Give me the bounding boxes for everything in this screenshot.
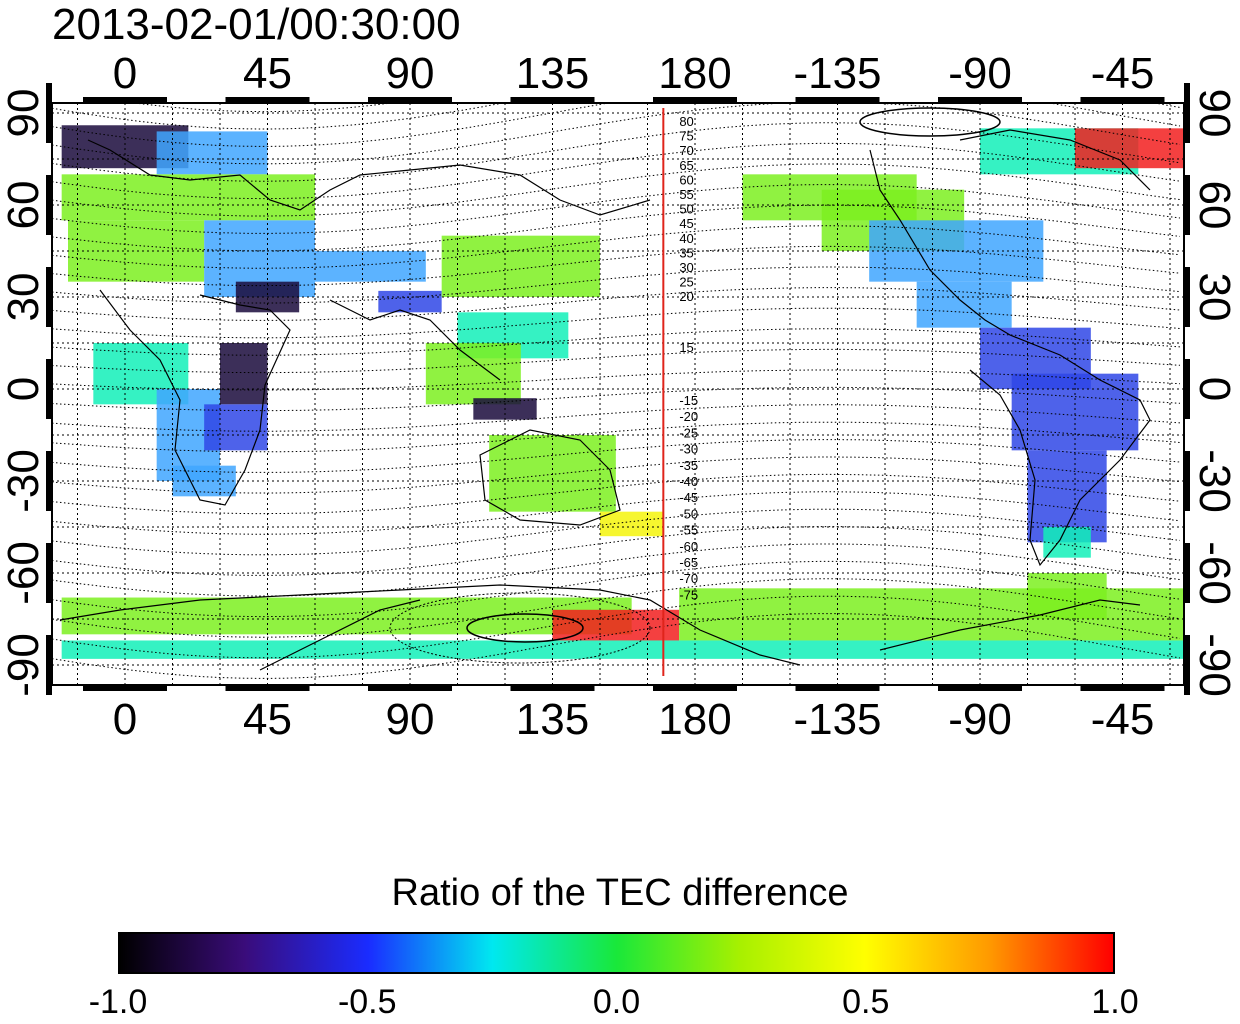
contour-label: -30 xyxy=(679,442,698,457)
coastlines xyxy=(59,129,1151,671)
contour-label: 20 xyxy=(679,289,693,304)
colorbar-tick-label: 1.0 xyxy=(1091,983,1139,1021)
tec-data-patch xyxy=(220,343,268,405)
coastline-path xyxy=(329,299,501,381)
tec-data-patch xyxy=(1011,373,1139,451)
coastline-path xyxy=(259,599,1141,671)
contour-label: 45 xyxy=(679,216,693,231)
coastline-path xyxy=(869,149,1151,567)
right-lat-tick-label: -60 xyxy=(1190,541,1239,605)
bottom-lon-tick-label: 45 xyxy=(243,695,292,744)
colorbar-tick-label: 0.5 xyxy=(842,983,890,1021)
contour-label: -25 xyxy=(679,425,698,440)
tec-data-patch xyxy=(600,511,664,537)
contour-label: 55 xyxy=(679,187,693,202)
contour-label: 65 xyxy=(679,158,693,173)
tec-data-patch xyxy=(61,174,315,221)
contour-label: -70 xyxy=(679,571,698,586)
contour-label: 35 xyxy=(679,245,693,260)
left-lat-tick-label: 60 xyxy=(0,181,48,230)
bottom-lon-tick-label: -90 xyxy=(948,695,1012,744)
top-lon-tick-label: 135 xyxy=(516,49,589,98)
tec-data-patch xyxy=(156,131,268,175)
contour-label: -15 xyxy=(679,393,698,408)
tec-data-patch xyxy=(1043,527,1091,558)
bottom-lon-tick-label: 0 xyxy=(113,695,137,744)
contour-label: -45 xyxy=(679,490,698,505)
bottom-lon-tick-label: 135 xyxy=(516,695,589,744)
left-lat-tick-label: 0 xyxy=(0,377,48,401)
colorbar-title: Ratio of the TEC difference xyxy=(391,872,849,914)
contour-label: -55 xyxy=(679,523,698,538)
contour-label: 80 xyxy=(679,114,693,129)
right-lat-tick-label: 0 xyxy=(1190,377,1239,401)
contour-label: -75 xyxy=(679,587,698,602)
contour-label: 75 xyxy=(679,129,693,144)
top-lon-tick-label: 180 xyxy=(658,49,731,98)
bottom-lon-tick-label: -135 xyxy=(793,695,881,744)
bottom-lon-tick-label: 180 xyxy=(658,695,731,744)
left-lat-tick-label: 90 xyxy=(0,89,48,138)
tec-data-patch xyxy=(1027,573,1107,619)
contour-label: -65 xyxy=(679,555,698,570)
colorbar-tick-label: -0.5 xyxy=(337,983,397,1021)
contour-label: -60 xyxy=(679,539,698,554)
axis-tick-labels: 0 45 90 135 180 -135 -90 -450 45 90 135 180 -135 -90-… xyxy=(0,49,1239,744)
tec-data-patch xyxy=(61,597,632,635)
bottom-lon-tick-label: -45 xyxy=(1091,695,1155,744)
tec-data-patch xyxy=(916,281,1012,328)
right-lat-tick-label: -90 xyxy=(1190,633,1239,697)
tec-data-patch xyxy=(679,588,1184,641)
contour-label: 40 xyxy=(679,231,693,246)
colorbar-tick-label: -1.0 xyxy=(88,983,148,1021)
right-lat-tick-label: 30 xyxy=(1190,273,1239,322)
contour-label: 25 xyxy=(679,275,693,290)
tec-data-patch xyxy=(441,235,600,297)
contour-label: -35 xyxy=(679,458,698,473)
contour-label: 60 xyxy=(679,172,693,187)
bottom-lon-tick-label: 90 xyxy=(386,695,435,744)
top-lon-tick-label: 0 xyxy=(113,49,137,98)
contour-label: 15 xyxy=(679,340,693,355)
tec-data-patch xyxy=(425,343,521,405)
tec-data-patch xyxy=(61,640,1184,659)
top-lon-tick-label: 45 xyxy=(243,49,292,98)
left-lat-tick-label: -60 xyxy=(0,541,48,605)
colorbar-tick-label: 0.0 xyxy=(592,983,641,1021)
coastline-path xyxy=(479,429,621,526)
right-lat-tick-label: 90 xyxy=(1190,89,1239,138)
contour-label: -20 xyxy=(679,409,698,424)
tec-data-patch xyxy=(315,251,426,282)
colorbar xyxy=(118,932,1115,974)
contour-label: 30 xyxy=(679,260,693,275)
tec-data-layer xyxy=(61,125,1184,659)
top-lon-tick-label: -45 xyxy=(1091,49,1155,98)
frame-ticks xyxy=(46,83,1190,695)
contour-label: -40 xyxy=(679,474,698,489)
contour-label: 50 xyxy=(679,202,693,217)
top-lon-tick-label: 90 xyxy=(386,49,435,98)
tec-data-patch xyxy=(1075,128,1184,169)
right-lat-tick-label: -30 xyxy=(1190,449,1239,513)
tec-data-patch xyxy=(68,220,205,282)
coastline-path xyxy=(87,139,651,216)
left-lat-tick-label: -90 xyxy=(0,633,48,697)
map-timestamp-title: 2013-02-01/00:30:00 xyxy=(52,0,461,49)
left-lat-tick-label: 30 xyxy=(0,273,48,322)
tec-data-patch xyxy=(378,290,442,313)
coastline-path xyxy=(99,289,291,506)
left-lat-tick-label: -30 xyxy=(0,449,48,513)
lat-lon-grid xyxy=(52,103,1184,685)
top-lon-tick-label: -135 xyxy=(793,49,881,98)
top-lon-tick-label: -90 xyxy=(948,49,1012,98)
contour-label: -50 xyxy=(679,506,698,521)
tec-data-patch xyxy=(204,404,268,451)
magnetic-latitude-contours xyxy=(52,103,1181,679)
right-lat-tick-label: 60 xyxy=(1190,181,1239,230)
coastline-path xyxy=(59,584,801,666)
tec-ratio-map: 8075706560555045403530252015-15-20-25-30… xyxy=(0,49,1239,744)
contour-label: 70 xyxy=(679,143,693,158)
coastline-path xyxy=(959,129,1151,191)
